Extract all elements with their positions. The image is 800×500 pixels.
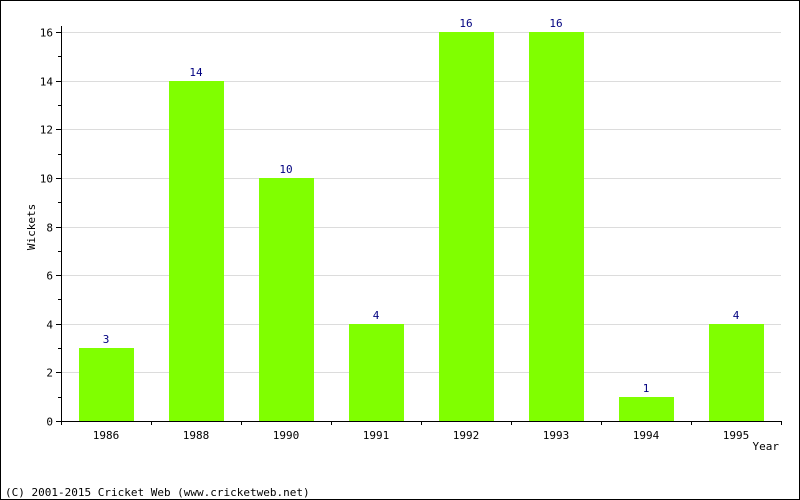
bar <box>79 348 134 421</box>
bar <box>619 397 674 421</box>
copyright-notice: (C) 2001-2015 Cricket Web (www.cricketwe… <box>5 486 310 499</box>
x-tick-label: 1986 <box>93 429 120 442</box>
y-tick-label: 10 <box>40 173 53 186</box>
bar <box>439 32 494 421</box>
x-tick-label: 1992 <box>453 429 480 442</box>
y-tick-label: 4 <box>46 319 53 332</box>
bar-value-label: 16 <box>549 17 562 30</box>
bar-value-label: 4 <box>733 309 740 322</box>
y-axis-title: Wickets <box>25 204 38 250</box>
bar-value-label: 14 <box>189 66 203 79</box>
y-tick-label: 6 <box>46 270 53 283</box>
bar <box>259 178 314 421</box>
x-tick-label: 1991 <box>363 429 390 442</box>
y-tick-label: 0 <box>46 416 53 429</box>
bar <box>529 32 584 421</box>
bar-value-label: 3 <box>103 333 110 346</box>
bars <box>79 32 764 421</box>
x-tick-label: 1993 <box>543 429 570 442</box>
x-tick-label: 1994 <box>633 429 660 442</box>
y-tick-label: 8 <box>46 222 53 235</box>
bar-value-label: 16 <box>459 17 472 30</box>
y-tick-label: 12 <box>40 124 53 137</box>
y-tick-label: 14 <box>40 76 54 89</box>
x-axis-title: Year <box>753 440 780 453</box>
bar-value-label: 10 <box>279 163 292 176</box>
x-tick-label: 1990 <box>273 429 300 442</box>
bar-value-label: 4 <box>373 309 380 322</box>
bar <box>349 324 404 421</box>
bar <box>169 81 224 421</box>
bar <box>709 324 764 421</box>
x-tick-label: 1995 <box>723 429 750 442</box>
y-tick-label: 16 <box>40 27 53 40</box>
x-tick-label: 1988 <box>183 429 210 442</box>
x-axis-ticks: 1986 1988 1990 1991 1992 1993 1994 1995 <box>61 421 782 442</box>
y-axis-ticks: 0 2 4 6 8 10 12 14 16 <box>40 27 61 429</box>
y-tick-label: 2 <box>46 367 53 380</box>
bar-value-label: 1 <box>643 382 650 395</box>
